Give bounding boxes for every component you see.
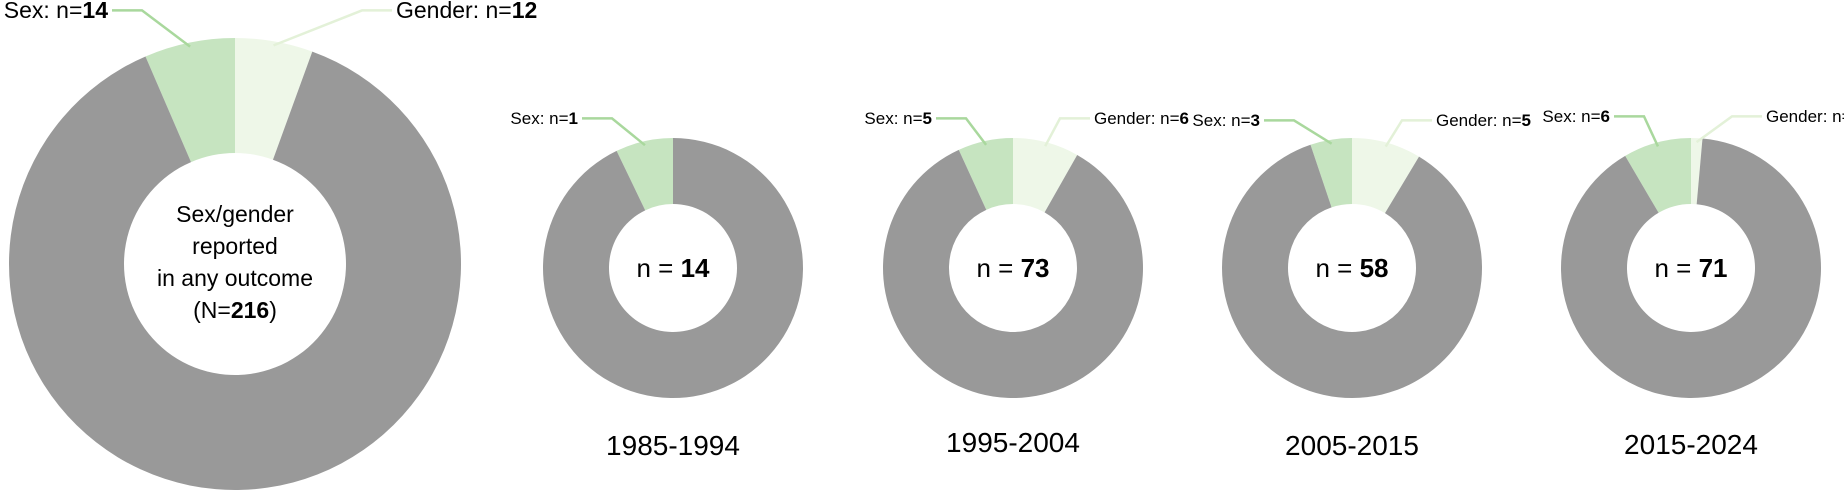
sex-leader-line bbox=[1614, 115, 1660, 147]
gender-label: Gender: n=1 bbox=[1766, 107, 1844, 126]
donut-chart-5: Sex: n=6 Gender: n=1 n = 71 2015-2024 bbox=[1542, 107, 1844, 460]
center-text-line: in any outcome bbox=[157, 265, 313, 291]
slice-sex bbox=[1625, 138, 1691, 213]
gender-leader-line bbox=[273, 9, 392, 47]
donut-chart-3: Sex: n=5 Gender: n=6 n = 73 1995-2004 bbox=[864, 109, 1189, 458]
center-total: (N=216) bbox=[193, 297, 277, 323]
slice-other bbox=[1561, 138, 1821, 398]
slice-sex bbox=[145, 38, 235, 163]
donut-chart-2: Sex: n=1 n = 14 1985-1994 bbox=[510, 109, 803, 461]
sex-leader-line bbox=[936, 117, 988, 146]
sex-label: Sex: n=6 bbox=[1542, 107, 1610, 126]
gender-leader-line bbox=[1695, 115, 1762, 144]
sex-leader-line bbox=[1264, 119, 1333, 145]
slice-other bbox=[1222, 144, 1482, 398]
slice-sex bbox=[1310, 138, 1352, 208]
slice-gender bbox=[1691, 138, 1703, 205]
slice-gender bbox=[1013, 138, 1078, 213]
period-caption: 2005-2015 bbox=[1285, 430, 1419, 461]
slice-gender bbox=[235, 38, 313, 160]
center-total: n = 58 bbox=[1315, 253, 1388, 283]
center-text-line: Sex/gender bbox=[176, 201, 294, 227]
gender-leader-line bbox=[1044, 117, 1090, 147]
slice-other bbox=[542, 138, 803, 399]
period-caption: 1995-2004 bbox=[946, 427, 1080, 458]
period-caption: 2015-2024 bbox=[1624, 429, 1758, 460]
center-total: n = 14 bbox=[636, 253, 710, 283]
sex-label: Sex: n=5 bbox=[864, 109, 932, 128]
gender-label: Gender: n=6 bbox=[1094, 109, 1189, 128]
gender-label: Gender: n=12 bbox=[396, 0, 537, 23]
slice-other bbox=[8, 51, 461, 490]
sex-label: Sex: n=1 bbox=[510, 109, 578, 128]
slice-other bbox=[883, 149, 1143, 398]
donut-chart-1: Sex: n=14 Gender: n=12 Sex/gender reported i… bbox=[4, 0, 537, 490]
sex-leader-line bbox=[582, 117, 646, 147]
period-caption: 1985-1994 bbox=[606, 430, 740, 461]
slice-gender bbox=[1352, 138, 1420, 214]
sex-leader-line bbox=[112, 9, 191, 48]
sex-label: Sex: n=3 bbox=[1192, 111, 1260, 130]
center-total: n = 71 bbox=[1654, 253, 1727, 283]
gender-label: Gender: n=5 bbox=[1436, 111, 1531, 130]
donut-chart-4: Sex: n=3 Gender: n=5 n = 58 2005-2015 bbox=[1192, 111, 1531, 461]
sex-label: Sex: n=14 bbox=[4, 0, 108, 23]
gender-leader-line bbox=[1384, 119, 1432, 148]
slice-sex bbox=[616, 138, 673, 211]
slice-sex bbox=[958, 138, 1013, 210]
center-text-line: reported bbox=[192, 233, 278, 259]
center-total: n = 73 bbox=[976, 253, 1049, 283]
